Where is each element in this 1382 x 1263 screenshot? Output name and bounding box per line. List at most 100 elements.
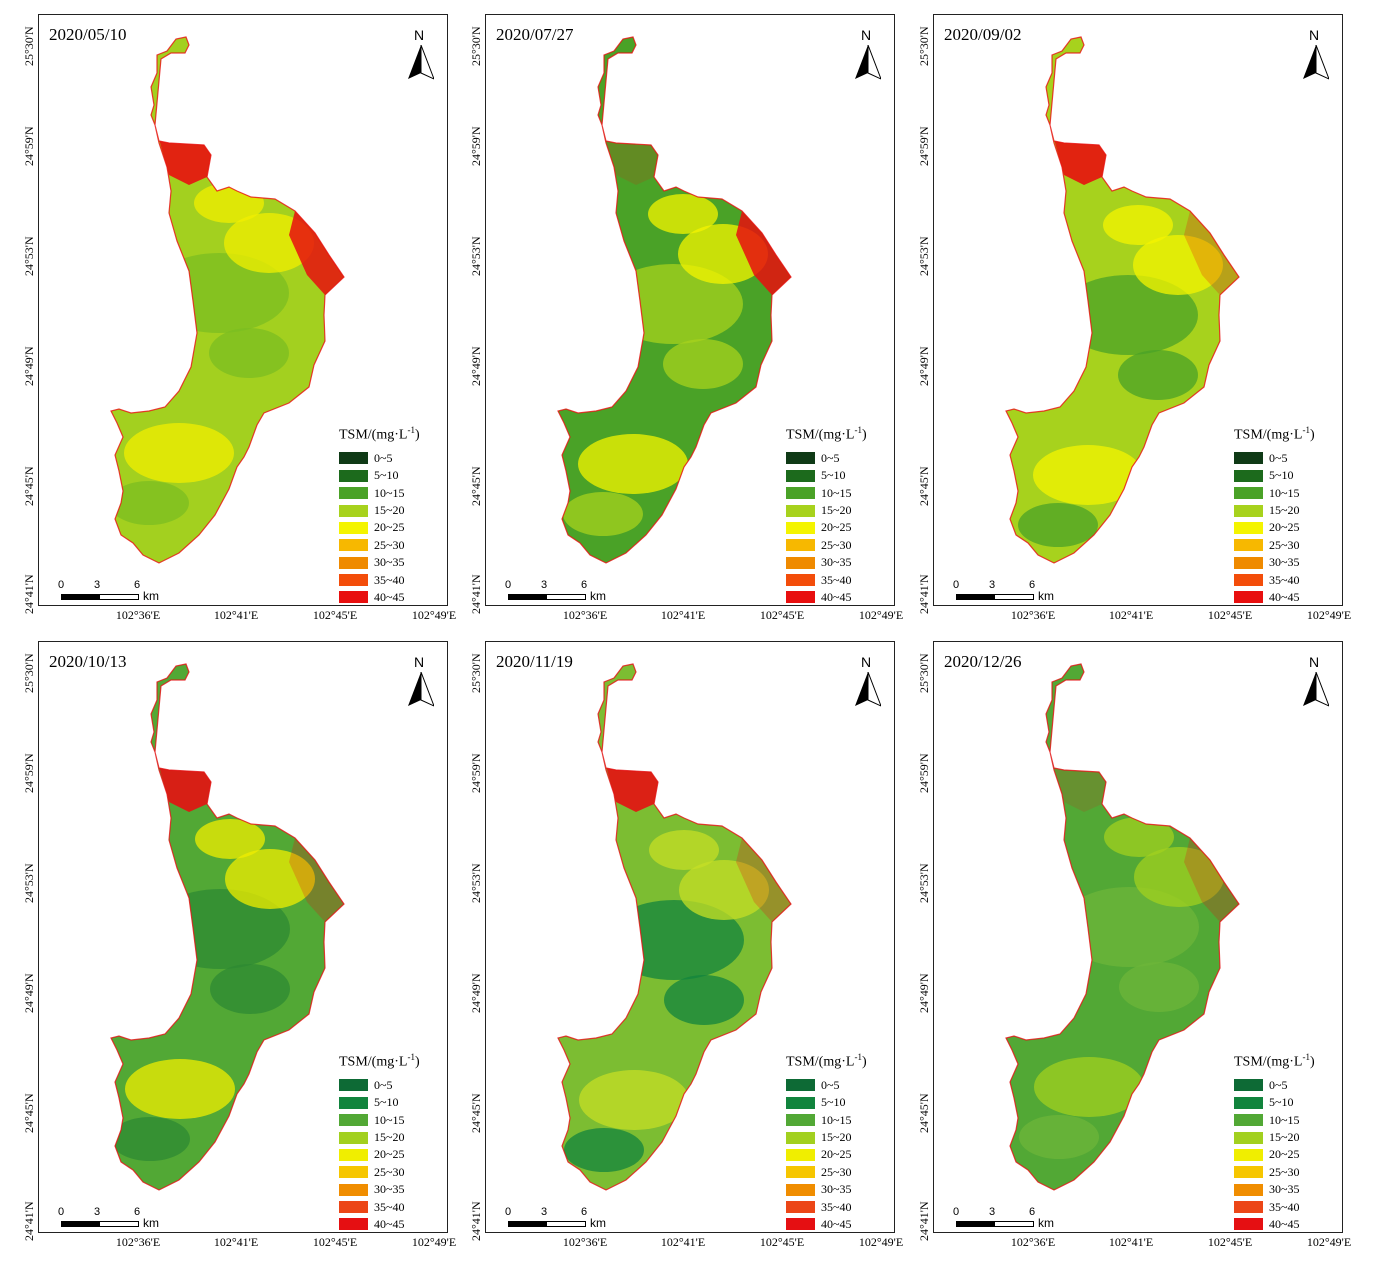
latitude-label: 24°53'N <box>22 236 36 276</box>
legend-swatch <box>339 452 368 465</box>
legend-swatch <box>786 1166 815 1179</box>
legend-swatch <box>786 487 815 500</box>
legend-swatch <box>339 1201 368 1214</box>
legend-label: 35~40 <box>1269 1199 1300 1214</box>
legend-swatch <box>1234 1114 1263 1127</box>
scale-segment <box>61 1221 100 1227</box>
lake-map <box>110 663 345 1191</box>
scale-segment <box>99 1221 139 1227</box>
scale-label: 0 <box>953 1206 960 1218</box>
legend-swatch <box>1234 1166 1263 1179</box>
legend-row: 20~25 <box>786 519 867 536</box>
north-arrow-icon <box>855 672 881 707</box>
legend-row: 40~45 <box>339 589 420 606</box>
longitude-label: 102°36'E <box>115 1235 161 1249</box>
map-panel: 2020/12/26 N TSM/(mg·L-1) 0~5 5~10 10~15 15~20… <box>917 641 1351 1263</box>
legend-label: 40~45 <box>821 589 852 604</box>
legend-row: 15~20 <box>339 502 420 519</box>
longitude-label: 102°41'E <box>213 1235 259 1249</box>
legend-swatch <box>339 521 368 534</box>
latitude-label: 24°41'N <box>22 574 36 614</box>
legend-label: 10~15 <box>374 1112 405 1127</box>
legend-label: 35~40 <box>374 572 405 587</box>
legend-swatch <box>1234 452 1263 465</box>
latitude-label: 24°45'N <box>917 1093 931 1133</box>
legend-row: 0~5 <box>786 1077 867 1094</box>
legend-row: 25~30 <box>339 537 420 554</box>
legend-row: 15~20 <box>339 1129 420 1146</box>
legend-title: TSM/(mg·L-1) <box>786 1052 867 1070</box>
lake-shoreline <box>110 36 345 564</box>
legend-swatch <box>339 504 368 517</box>
lake-shoreline <box>110 663 345 1191</box>
latitude-label: 24°59'N <box>22 126 36 166</box>
legend-label: 0~5 <box>374 450 393 465</box>
tsm-patch <box>1133 235 1223 295</box>
legend-row: 35~40 <box>1234 571 1315 588</box>
legend-label: 35~40 <box>1269 572 1300 587</box>
legend-row: 30~35 <box>786 1181 867 1198</box>
legend-row: 25~30 <box>1234 1164 1315 1181</box>
legend-label: 20~25 <box>374 1147 405 1162</box>
tsm-patch <box>649 830 719 870</box>
legend-row: 30~35 <box>339 554 420 571</box>
legend-swatch <box>339 1183 368 1196</box>
scale-unit: km <box>1038 1216 1054 1230</box>
legend-label: 15~20 <box>1269 1130 1300 1145</box>
latitude-label: 24°41'N <box>917 1201 931 1241</box>
tsm-patch <box>111 481 189 525</box>
legend-swatch <box>786 591 815 604</box>
legend-swatch <box>786 504 815 517</box>
legend-swatch <box>1234 574 1263 587</box>
latitude-label: 25°30'N <box>469 653 483 693</box>
legend-row: 25~30 <box>1234 537 1315 554</box>
scale-segment <box>508 1221 547 1227</box>
scale-label: 3 <box>989 1206 996 1218</box>
legend-title: TSM/(mg·L-1) <box>339 1052 420 1070</box>
map-panel: 2020/05/10 N TSM/(mg·L-1) 0~5 5~10 10~15 15~20… <box>22 14 456 636</box>
latitude-label: 24°45'N <box>22 1093 36 1133</box>
legend-label: 10~15 <box>821 1112 852 1127</box>
legend-label: 30~35 <box>1269 1182 1300 1197</box>
scale-label: 6 <box>1029 579 1036 591</box>
legend-title: TSM/(mg·L-1) <box>1234 425 1315 443</box>
legend-label: 25~30 <box>374 1164 405 1179</box>
map-frame: 2020/09/02 N TSM/(mg·L-1) 0~5 5~10 10~15 15~20… <box>933 14 1343 606</box>
legend-swatch <box>339 469 368 482</box>
legend-row: 10~15 <box>786 484 867 501</box>
legend-label: 40~45 <box>821 1216 852 1231</box>
latitude-label: 24°49'N <box>469 973 483 1013</box>
legend-row: 40~45 <box>786 589 867 606</box>
longitude-label: 102°45'E <box>1207 608 1253 622</box>
legend-row: 40~45 <box>1234 1216 1315 1233</box>
legend-title: TSM/(mg·L-1) <box>1234 1052 1315 1070</box>
map-panel: 2020/09/02 N TSM/(mg·L-1) 0~5 5~10 10~15 15~20… <box>917 14 1351 636</box>
tsm-patch <box>1134 847 1224 907</box>
legend-swatch <box>786 1183 815 1196</box>
legend-row: 35~40 <box>339 571 420 588</box>
legend-row: 15~20 <box>786 502 867 519</box>
tsm-patch <box>195 819 265 859</box>
legend-swatch <box>1234 469 1263 482</box>
legend-row: 5~10 <box>339 467 420 484</box>
legend-row: 20~25 <box>786 1146 867 1163</box>
latitude-label: 24°59'N <box>22 753 36 793</box>
legend-label: 5~10 <box>374 1095 399 1110</box>
legend-swatch <box>1234 521 1263 534</box>
legend-row: 25~30 <box>786 1164 867 1181</box>
north-label: N <box>861 27 872 43</box>
scale-segment <box>99 594 139 600</box>
latitude-label: 24°49'N <box>917 346 931 386</box>
legend-row: 5~10 <box>786 1094 867 1111</box>
lake-map <box>557 663 792 1191</box>
legend-row: 40~45 <box>1234 589 1315 606</box>
legend-row: 20~25 <box>339 519 420 536</box>
latitude-label: 24°59'N <box>917 753 931 793</box>
scale-unit: km <box>143 589 159 603</box>
legend-row: 35~40 <box>786 1198 867 1215</box>
legend-row: 40~45 <box>786 1216 867 1233</box>
legend-label: 5~10 <box>374 468 399 483</box>
longitude-label: 102°49'E <box>1306 608 1352 622</box>
longitude-label: 102°49'E <box>1306 1235 1352 1249</box>
north-arrow-icon <box>1303 672 1329 707</box>
